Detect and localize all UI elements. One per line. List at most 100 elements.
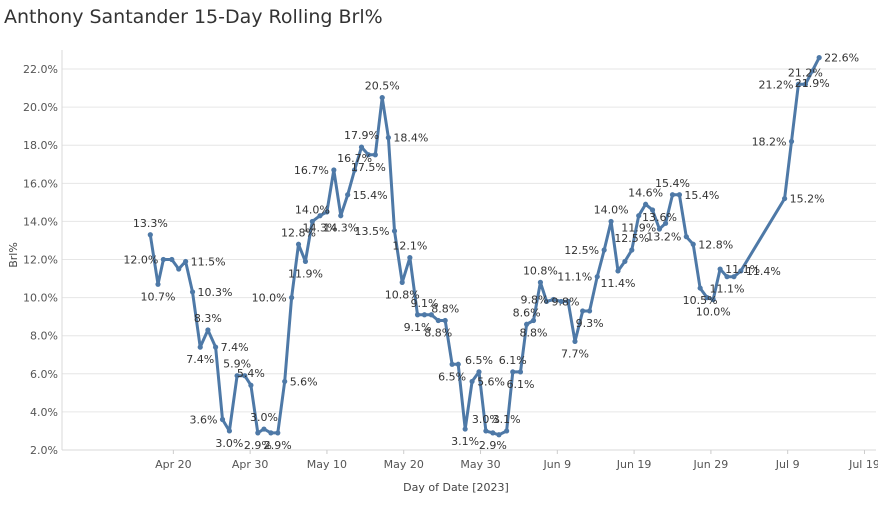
data-point — [782, 195, 788, 202]
data-point — [365, 152, 372, 158]
data-point — [155, 281, 161, 287]
y-tick-label: 8.0% — [30, 330, 58, 343]
x-tick-label: Jun 29 — [693, 458, 729, 471]
data-label: 22.6% — [824, 52, 859, 65]
data-point — [676, 192, 683, 198]
data-label: 10.3% — [198, 286, 233, 299]
data-point — [197, 344, 203, 350]
data-label: 14.6% — [628, 186, 663, 199]
data-point — [558, 298, 564, 305]
x-tick-label: Jul 19 — [848, 458, 878, 471]
data-label: 9.3% — [576, 317, 604, 330]
data-label: 11.5% — [191, 255, 226, 268]
data-label: 15.4% — [655, 177, 690, 190]
data-label: 13.5% — [355, 225, 390, 238]
data-point — [226, 428, 233, 434]
data-point — [809, 68, 815, 74]
data-point — [490, 430, 496, 436]
data-point — [738, 268, 744, 274]
x-tick-label: May 10 — [307, 458, 347, 471]
x-tick-label: Jun 19 — [616, 458, 652, 471]
data-point — [690, 241, 696, 247]
data-point — [282, 378, 288, 385]
data-point — [662, 220, 669, 226]
data-point — [550, 296, 557, 303]
data-point — [496, 432, 502, 438]
x-tick-label: Jul 9 — [775, 458, 800, 471]
data-point — [724, 274, 730, 280]
data-point — [358, 144, 365, 150]
data-label: 3.0% — [215, 437, 243, 450]
data-label: 2.9% — [264, 439, 292, 452]
data-label: 10.0% — [696, 306, 731, 319]
data-label: 5.6% — [290, 375, 318, 388]
data-point — [615, 268, 621, 274]
data-point — [601, 247, 607, 253]
data-point — [176, 266, 182, 272]
data-point — [295, 241, 302, 247]
data-point — [622, 258, 628, 265]
data-point — [183, 258, 189, 265]
data-label: 7.4% — [186, 353, 214, 366]
data-point — [649, 207, 656, 213]
data-point — [414, 312, 421, 318]
data-label: 10.8% — [523, 264, 558, 277]
data-label: 9.1% — [404, 321, 432, 334]
data-point — [608, 218, 614, 225]
data-point — [462, 426, 468, 432]
chart-title: Anthony Santander 15-Day Rolling Brl% — [4, 6, 383, 28]
data-label: 14.0% — [594, 203, 629, 216]
x-tick-label: May 30 — [460, 458, 500, 471]
data-point — [385, 135, 391, 141]
data-label: 10.7% — [141, 290, 176, 303]
data-point — [455, 361, 461, 367]
data-label: 11.9% — [621, 222, 656, 235]
data-label: 11.4% — [601, 277, 636, 290]
data-point — [565, 298, 571, 305]
data-point — [788, 138, 795, 145]
data-point — [449, 361, 455, 367]
data-point — [421, 312, 428, 318]
data-label: 13.3% — [133, 217, 168, 230]
data-label: 2.9% — [479, 439, 507, 452]
data-point — [697, 285, 703, 291]
data-point — [345, 192, 351, 198]
data-point — [572, 338, 578, 345]
y-axis-title: Brl% — [7, 242, 20, 268]
data-point — [683, 234, 689, 240]
data-point — [802, 81, 808, 87]
data-point — [704, 295, 710, 301]
x-tick-label: Apr 20 — [155, 458, 192, 471]
data-label: 14.3% — [303, 222, 338, 235]
data-point — [717, 266, 723, 272]
data-point — [586, 308, 593, 314]
data-point — [636, 213, 642, 219]
data-label: 7.4% — [221, 341, 249, 354]
x-tick-label: Apr 30 — [232, 458, 269, 471]
data-point — [580, 308, 586, 314]
data-label: 8.8% — [424, 326, 452, 339]
data-point — [289, 295, 295, 301]
data-label: 6.5% — [465, 354, 493, 367]
data-label: 10.0% — [252, 292, 287, 305]
data-point — [537, 279, 544, 285]
x-axis: Apr 20 Apr 30 May 10 May 20 May 30 Jun 9 Jun 1… — [62, 449, 878, 471]
y-tick-label: 2.0% — [30, 444, 58, 457]
data-point — [302, 258, 309, 265]
data-point — [234, 373, 240, 379]
y-tick-label: 6.0% — [30, 368, 58, 381]
data-point — [731, 274, 737, 280]
data-point — [212, 344, 219, 350]
data-label: 8.6% — [513, 306, 541, 319]
data-point — [317, 213, 323, 219]
data-point — [710, 296, 716, 303]
data-point — [530, 317, 537, 324]
data-label: 3.1% — [493, 413, 521, 426]
data-label: 11.4% — [746, 265, 781, 278]
data-label: 12.1% — [392, 240, 427, 253]
data-label: 3.0% — [472, 413, 500, 426]
data-label: 6.5% — [438, 370, 466, 383]
data-point — [476, 369, 482, 375]
data-labels: 13.3% 10.7% 12.0% 11.5% 10.3% 7.4% 8.3% 7.4% 3.6… — [123, 52, 859, 452]
data-point — [656, 226, 663, 232]
